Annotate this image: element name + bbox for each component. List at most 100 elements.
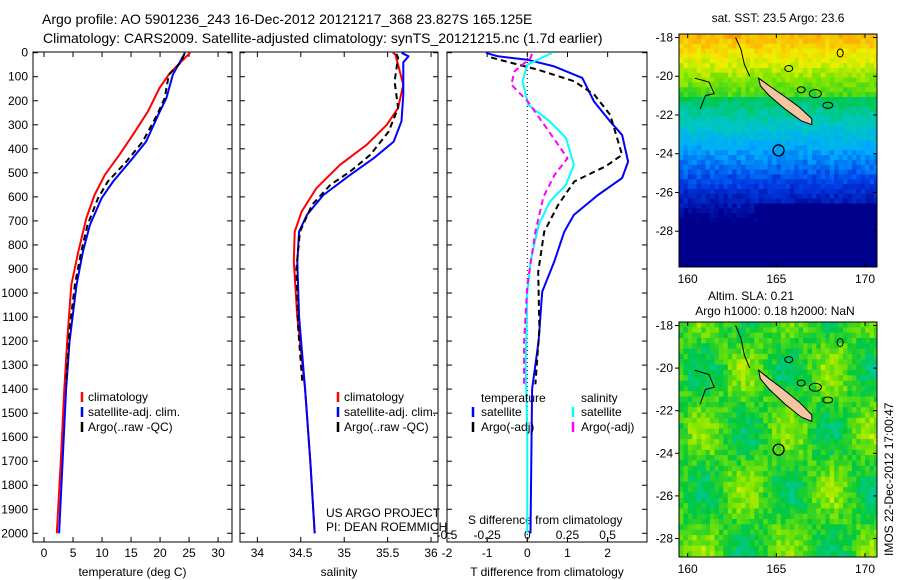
legend-label: satellite-adj. clim. (88, 405, 180, 419)
x-tick-label: 36 (424, 546, 438, 560)
island-outline (808, 382, 822, 392)
x-axis-label: salinity (321, 565, 358, 579)
depth-tick-label: 900 (8, 262, 28, 276)
series-line-satellite-adj-clim- (296, 51, 410, 534)
s-axis-label: S difference from climatology (468, 513, 623, 527)
depth-tick-label: 2000 (1, 526, 28, 540)
island-outline (808, 89, 822, 99)
pi-credit: PI: DEAN ROEMMICH (326, 520, 447, 534)
lat-tick-label: -22 (656, 404, 674, 418)
legend-label: climatology (344, 390, 404, 404)
temperature-panel: 0100200300400500600700800900100011001200… (1, 46, 233, 579)
lat-tick-label: -28 (656, 224, 674, 238)
x-tick-label: 0 (524, 546, 531, 560)
new-caledonia-land (757, 368, 813, 423)
x-tick-label: 1 (564, 546, 571, 560)
sla-raster (679, 322, 879, 563)
x-tick-label: -1 (482, 546, 493, 560)
depth-tick-label: 800 (8, 238, 28, 252)
legend-header-salinity: salinity (581, 391, 618, 405)
depth-tick-label: 700 (8, 214, 28, 228)
x-tick-label: 15 (124, 546, 138, 560)
series-line-satellite-adj-clim- (58, 52, 186, 534)
difference-plot-frame (446, 51, 648, 543)
s-x-tick-label: -0.25 (473, 528, 501, 542)
lon-tick-label: 160 (678, 562, 698, 576)
lat-tick-label: -26 (656, 185, 674, 199)
depth-tick-label: 400 (8, 142, 28, 156)
depth-tick-label: 1900 (1, 502, 28, 516)
lat-tick-label: -24 (656, 446, 674, 460)
series-line-s-argo-adj- (510, 53, 569, 385)
lat-tick-label: -18 (656, 319, 674, 333)
legend-label: satellite (581, 405, 622, 419)
series-line-climatology (55, 51, 191, 534)
sla-map-frame (678, 321, 878, 558)
imos-timestamp: IMOS 22-Dec-2012 17:00:47 (882, 402, 896, 556)
argo-profile-location-marker (772, 443, 785, 456)
depth-tick-label: 1000 (1, 286, 28, 300)
difference-panel: -2 -1 0 1 2 T difference from climatology -0.5… (437, 51, 648, 579)
x-tick-label: 34 (251, 546, 265, 560)
depth-tick-label: 500 (8, 166, 28, 180)
island-outline (822, 396, 834, 404)
reef-outline (694, 77, 716, 110)
new-caledonia-land (757, 77, 813, 126)
reef-outline (694, 369, 715, 405)
sst-map-title: sat. SST: 23.5 Argo: 23.6 (712, 11, 845, 25)
depth-tick-label: 1600 (1, 430, 28, 444)
x-tick-label: 2 (604, 546, 611, 560)
argo-profile-location-marker (772, 144, 785, 157)
depth-tick-label: 1500 (1, 406, 28, 420)
depth-tick-label: 1400 (1, 382, 28, 396)
depth-tick-label: 600 (8, 190, 28, 204)
lon-tick-label: 170 (855, 272, 875, 286)
map-margin (679, 267, 879, 275)
lon-tick-label: 165 (766, 562, 786, 576)
series-line-s-satellite (521, 51, 575, 534)
depth-tick-label: 1800 (1, 478, 28, 492)
reef-outline (735, 325, 751, 369)
sst-raster (679, 34, 879, 272)
x-tick-label: 35 (338, 546, 352, 560)
sst-map-frame (678, 33, 878, 268)
lat-tick-label: -28 (656, 532, 674, 546)
sla-map: -18 -20 -22 -24 -26 -28 160 165 170 (656, 319, 897, 576)
island-outline (796, 86, 806, 94)
lat-tick-label: -20 (656, 69, 674, 83)
lat-tick-label: -26 (656, 489, 674, 503)
project-credit: US ARGO PROJECT (326, 506, 441, 520)
depth-tick-label: 200 (8, 94, 28, 108)
lat-tick-label: -24 (656, 147, 674, 161)
map-margin (877, 320, 897, 559)
s-x-tick-label: 0.25 (556, 528, 580, 542)
island-outline (784, 356, 794, 364)
lon-tick-label: 170 (855, 562, 875, 576)
lat-tick-label: -20 (656, 361, 674, 375)
x-tick-label: 0 (41, 546, 48, 560)
x-tick-label: 30 (211, 546, 225, 560)
s-x-tick-label: -0.5 (437, 528, 458, 542)
s-x-tick-label: 0.5 (599, 528, 616, 542)
legend-label: Argo(-adj) (581, 420, 634, 434)
legend-label: Argo(-adj) (481, 420, 534, 434)
legend-label: Argo(..raw -QC) (344, 420, 429, 434)
x-tick-label: 20 (153, 546, 167, 560)
legend-label: climatology (88, 390, 148, 404)
x-tick-label: 10 (95, 546, 109, 560)
island-outline (784, 64, 794, 72)
x-axis-label: temperature (deg C) (78, 565, 186, 579)
reef-outline (735, 37, 751, 77)
island-outline (822, 101, 834, 109)
map-margin (877, 32, 897, 269)
depth-tick-label: 1300 (1, 358, 28, 372)
x-tick-label: 5 (70, 546, 77, 560)
lon-tick-label: 165 (766, 272, 786, 286)
series-line-argo-raw-qc- (295, 53, 400, 385)
sst-map: -18 -20 -22 -24 -26 -28 160 165 170 (656, 31, 897, 286)
legend-label: satellite (481, 405, 522, 419)
x-tick-label: 34.5 (289, 546, 313, 560)
sla-map-title2: Argo h1000: 0.18 h2000: NaN (695, 304, 854, 318)
legend-header-temperature: temperature (481, 391, 546, 405)
